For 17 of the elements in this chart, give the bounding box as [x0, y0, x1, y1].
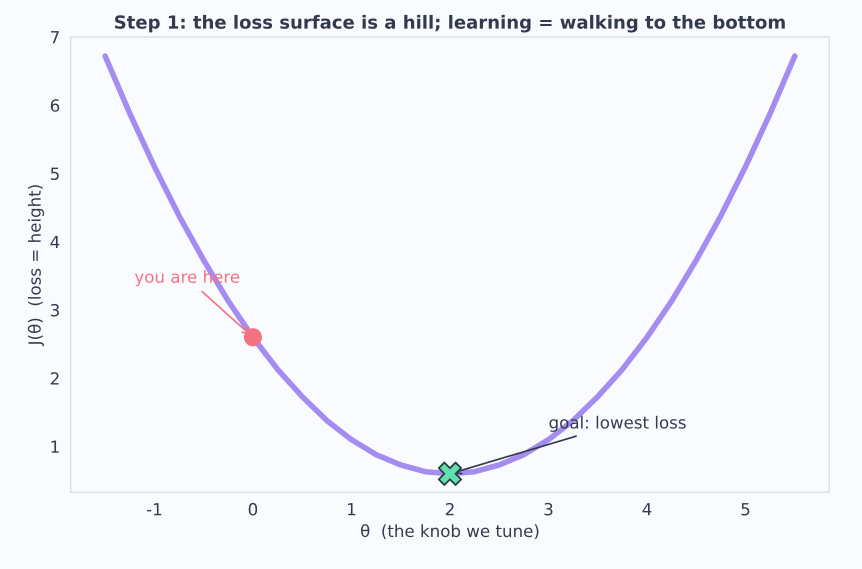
x-axis-title: θ (the knob we tune): [360, 524, 538, 540]
y-tick-label: 2: [50, 372, 59, 385]
x-tick-label: 0: [248, 502, 258, 516]
x-tick-label: 1: [348, 503, 356, 516]
y-tick-label: 1: [51, 440, 59, 453]
x-tick-label: 2: [446, 502, 454, 516]
chart-title: Step 1: the loss surface is a hill; learning = walking to the bottom: [115, 14, 785, 33]
y-tick-label: 5: [50, 168, 59, 180]
y-tick-label: 7: [51, 31, 59, 44]
x-tick-label: 5: [741, 503, 750, 516]
x-tick-label: -1: [146, 503, 162, 516]
y-tick-label: 3: [50, 304, 59, 317]
x-tick-label: 4: [642, 503, 652, 516]
x-tick-label: 3: [544, 502, 552, 516]
y-axis-title: J(θ) (loss = height): [28, 185, 44, 346]
y-tick-label: 6: [50, 99, 60, 112]
y-tick-label: 4: [50, 236, 60, 248]
